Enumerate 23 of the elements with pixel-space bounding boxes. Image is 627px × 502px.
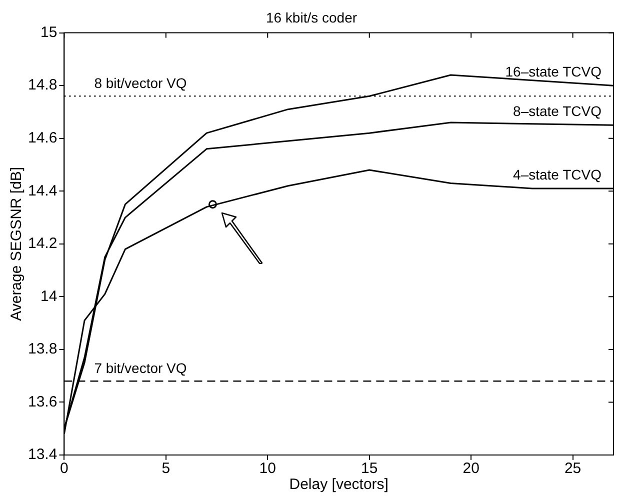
ref-line-label: 7 bit/vector VQ <box>94 360 187 376</box>
x-tick-label: 25 <box>564 460 582 478</box>
ref-line-label: 8 bit/vector VQ <box>94 74 187 91</box>
y-axis-title: Average SEGSNR [dB] <box>8 166 26 321</box>
x-tick-label: 15 <box>361 460 378 478</box>
y-tick-label: 13.8 <box>28 340 58 358</box>
chart-title: 16 kbit/s coder <box>266 9 358 26</box>
x-tick-label: 0 <box>60 460 68 478</box>
x-tick-label: 10 <box>259 460 276 478</box>
x-tick-label: 20 <box>462 460 480 478</box>
y-tick-label: 13.4 <box>28 446 58 464</box>
x-tick-label: 5 <box>162 460 170 478</box>
y-tick-label: 14.6 <box>28 129 58 146</box>
y-tick-label: 14.2 <box>28 235 58 252</box>
series-label: 16–state TCVQ <box>505 63 602 80</box>
y-tick-label: 15 <box>40 24 58 41</box>
y-tick-label: 14 <box>40 288 58 305</box>
y-tick-label: 14.4 <box>28 182 58 200</box>
series-label: 4–state TCVQ <box>513 166 602 182</box>
series-label: 8–state TCVQ <box>513 103 602 120</box>
x-axis-title: Delay [vectors] <box>289 476 388 494</box>
y-tick-label: 14.8 <box>28 76 58 94</box>
y-tick-label: 13.6 <box>28 393 58 410</box>
